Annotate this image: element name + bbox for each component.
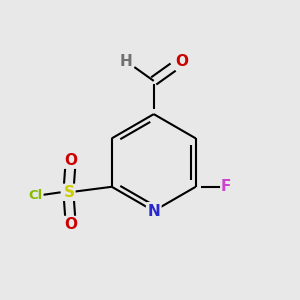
Text: Cl: Cl [28,189,43,202]
Text: H: H [120,54,132,69]
Text: S: S [63,185,74,200]
Text: F: F [221,179,231,194]
Text: O: O [64,153,77,168]
Text: N: N [147,203,160,218]
Text: O: O [175,54,188,69]
Text: O: O [64,217,77,232]
